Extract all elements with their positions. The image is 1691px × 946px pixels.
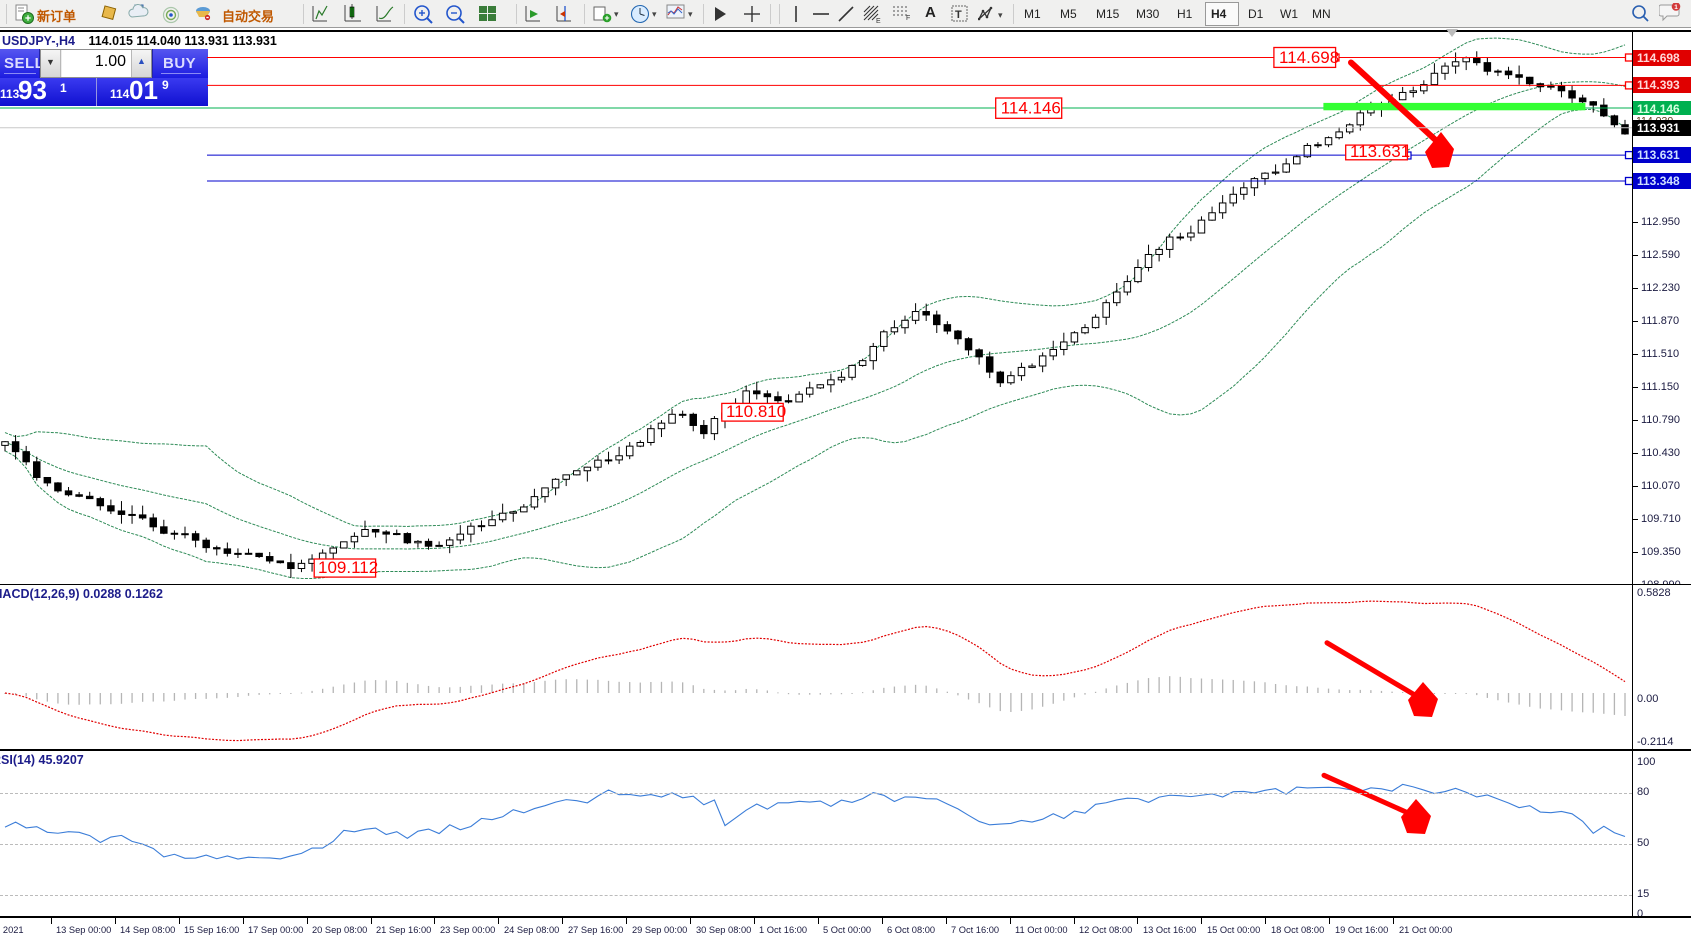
- svg-text:113.631: 113.631: [1350, 142, 1410, 161]
- svg-text:114.146: 114.146: [1001, 98, 1061, 117]
- svg-text:T: T: [955, 9, 962, 21]
- svg-text:114.698: 114.698: [1279, 48, 1339, 67]
- svg-text:109.112: 109.112: [318, 558, 378, 577]
- svg-text:1: 1: [1674, 4, 1678, 11]
- svg-text:F: F: [906, 15, 910, 20]
- svg-text:110.810: 110.810: [726, 402, 786, 421]
- svg-text:E: E: [876, 18, 881, 24]
